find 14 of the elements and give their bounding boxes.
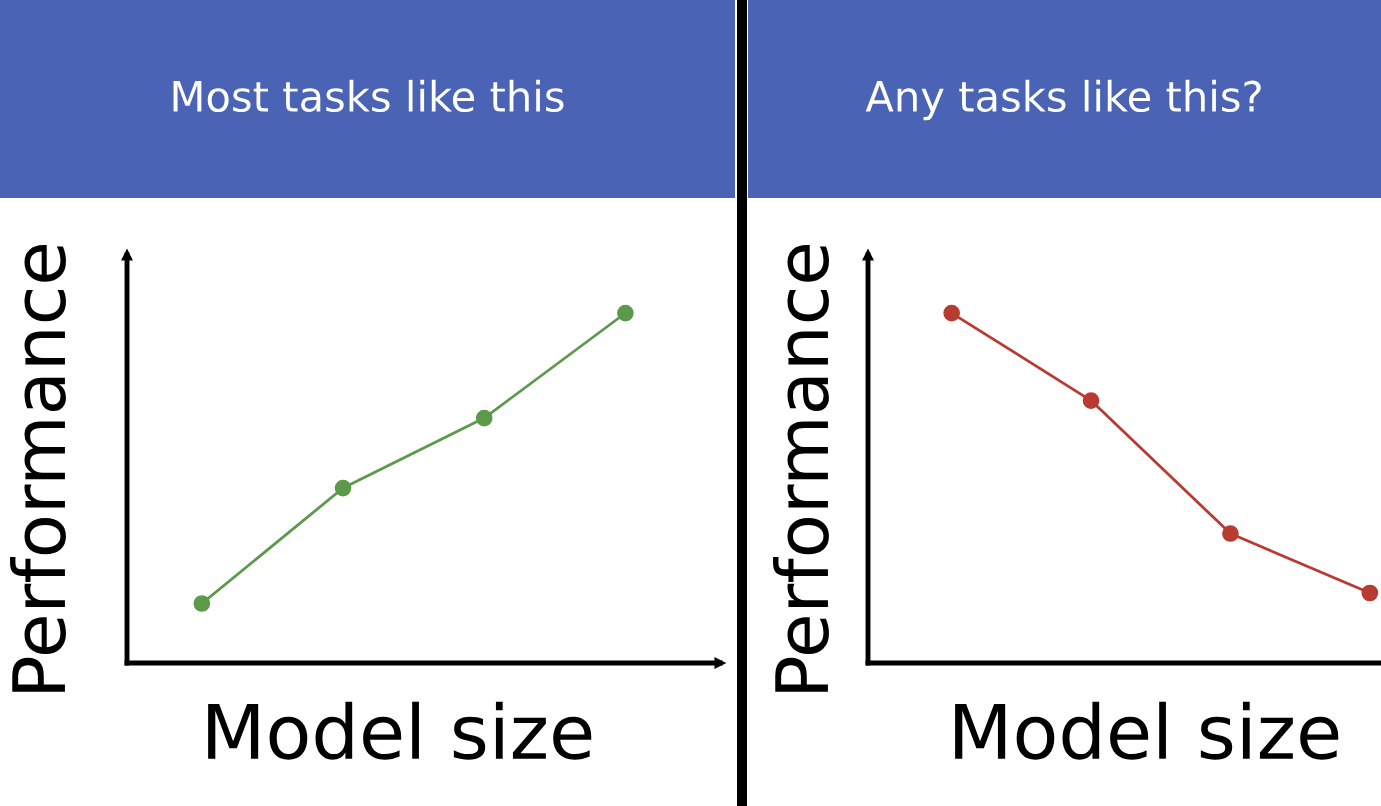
- x-axis-title: Model size: [208, 701, 592, 760]
- y-axis-title: Performance: [773, 245, 829, 692]
- point: [1082, 392, 1100, 409]
- point: [1222, 525, 1239, 542]
- chart-title: Most tasks like this: [173, 79, 564, 113]
- chart-title: Any tasks like this?: [865, 79, 1261, 121]
- x-axis-title: Model size: [955, 701, 1339, 760]
- point: [193, 595, 211, 612]
- y-axis-title: Performance: [10, 245, 66, 692]
- point: [475, 409, 493, 427]
- point: [617, 304, 634, 322]
- point: [943, 304, 960, 322]
- point: [334, 479, 352, 497]
- point: [1361, 584, 1379, 602]
